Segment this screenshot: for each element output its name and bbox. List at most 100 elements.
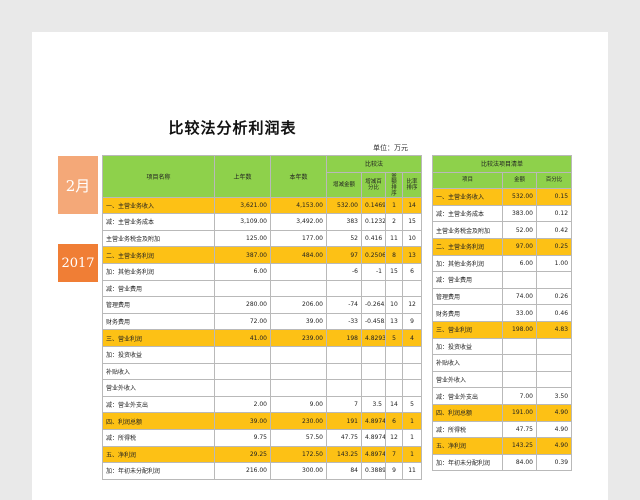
rank-amount-cell[interactable]: 7 <box>385 445 403 464</box>
last-year-cell[interactable] <box>214 345 271 364</box>
last-year-cell[interactable]: 3,621.00 <box>214 196 271 215</box>
rank-ratio-cell[interactable]: 12 <box>401 296 423 314</box>
last-year-cell[interactable] <box>214 379 271 397</box>
item-name-cell[interactable]: 二、主营业务利润 <box>102 246 215 264</box>
item-name-cell[interactable]: 补贴收入 <box>102 362 215 381</box>
side-item-cell[interactable]: 补贴收入 <box>432 354 503 372</box>
diff-cell[interactable]: 143.25 <box>326 445 362 464</box>
rank-amount-cell[interactable] <box>385 279 403 298</box>
pct-cell[interactable]: 0.416 <box>361 229 386 248</box>
item-name-cell[interactable]: 加：年初未分配利润 <box>102 462 215 480</box>
last-year-cell[interactable]: 387.00 <box>214 246 271 264</box>
pct-cell[interactable]: -1 <box>361 262 386 281</box>
side-amount-cell[interactable] <box>502 370 537 389</box>
this-year-cell[interactable]: 57.50 <box>270 428 327 447</box>
side-amount-cell[interactable]: 52.00 <box>502 221 537 239</box>
pct-cell[interactable]: 4.8974 <box>361 428 386 447</box>
rank-amount-cell[interactable]: 11 <box>385 229 403 248</box>
side-item-cell[interactable]: 四、利润总额 <box>432 403 503 422</box>
pct-cell[interactable] <box>361 362 386 381</box>
side-item-cell[interactable]: 加：投资收益 <box>432 337 503 356</box>
this-year-cell[interactable]: 300.00 <box>270 462 327 480</box>
pct-cell[interactable]: 0.1469 <box>361 196 386 215</box>
last-year-cell[interactable]: 9.75 <box>214 428 271 447</box>
side-percent-cell[interactable] <box>535 337 573 356</box>
side-item-cell[interactable]: 三、营业利润 <box>432 320 503 339</box>
rank-amount-cell[interactable]: 9 <box>385 462 403 480</box>
last-year-cell[interactable]: 6.00 <box>214 262 271 281</box>
side-amount-cell[interactable]: 74.00 <box>502 287 537 306</box>
last-year-cell[interactable]: 2.00 <box>214 395 271 414</box>
diff-cell[interactable] <box>326 379 362 397</box>
rank-ratio-cell[interactable]: 10 <box>401 229 423 248</box>
rank-amount-cell[interactable]: 15 <box>385 262 403 281</box>
rank-amount-cell[interactable]: 10 <box>385 296 403 314</box>
side-amount-cell[interactable]: 6.00 <box>502 254 537 273</box>
side-amount-cell[interactable] <box>502 271 537 289</box>
rank-amount-cell[interactable]: 12 <box>385 428 403 447</box>
side-percent-cell[interactable]: 1.00 <box>535 254 573 273</box>
this-year-cell[interactable] <box>270 362 327 381</box>
side-percent-cell[interactable]: 4.90 <box>535 420 573 439</box>
pct-cell[interactable] <box>361 379 386 397</box>
diff-cell[interactable] <box>326 279 362 298</box>
side-amount-cell[interactable]: 33.00 <box>502 304 537 322</box>
diff-cell[interactable]: 97 <box>326 246 362 264</box>
side-amount-cell[interactable]: 532.00 <box>502 188 537 206</box>
rank-amount-cell[interactable] <box>385 345 403 364</box>
diff-cell[interactable]: 191 <box>326 412 362 430</box>
side-item-cell[interactable]: 减：营业外支出 <box>432 387 503 405</box>
side-percent-cell[interactable]: 3.50 <box>535 387 573 405</box>
rank-ratio-cell[interactable]: 5 <box>401 395 423 414</box>
side-item-cell[interactable]: 财务费用 <box>432 304 503 322</box>
diff-cell[interactable]: 383 <box>326 213 362 231</box>
item-name-cell[interactable]: 营业外收入 <box>102 379 215 397</box>
side-item-cell[interactable]: 主营业务税金及附加 <box>432 221 503 239</box>
rank-amount-cell[interactable] <box>385 379 403 397</box>
rank-amount-cell[interactable]: 5 <box>385 329 403 347</box>
side-item-cell[interactable]: 减：所得税 <box>432 420 503 439</box>
last-year-cell[interactable]: 280.00 <box>214 296 271 314</box>
pct-cell[interactable]: 4.8974 <box>361 445 386 464</box>
rank-ratio-cell[interactable]: 11 <box>401 462 423 480</box>
this-year-cell[interactable]: 230.00 <box>270 412 327 430</box>
rank-amount-cell[interactable]: 1 <box>385 196 403 215</box>
diff-cell[interactable] <box>326 345 362 364</box>
this-year-cell[interactable] <box>270 279 327 298</box>
this-year-cell[interactable]: 239.00 <box>270 329 327 347</box>
pct-cell[interactable] <box>361 279 386 298</box>
side-item-cell[interactable]: 减：主营业务成本 <box>432 204 503 223</box>
diff-cell[interactable]: 47.75 <box>326 428 362 447</box>
last-year-cell[interactable]: 125.00 <box>214 229 271 248</box>
side-percent-cell[interactable]: 4.83 <box>535 320 573 339</box>
diff-cell[interactable]: 532.00 <box>326 196 362 215</box>
side-amount-cell[interactable]: 143.25 <box>502 437 537 455</box>
this-year-cell[interactable]: 206.00 <box>270 296 327 314</box>
item-name-cell[interactable]: 四、利润总额 <box>102 412 215 430</box>
side-amount-cell[interactable] <box>502 354 537 372</box>
last-year-cell[interactable] <box>214 362 271 381</box>
rank-ratio-cell[interactable] <box>401 279 423 298</box>
side-percent-cell[interactable] <box>535 354 573 372</box>
item-name-cell[interactable]: 一、主营业务收入 <box>102 196 215 215</box>
diff-cell[interactable]: -6 <box>326 262 362 281</box>
side-item-cell[interactable]: 五、净利润 <box>432 437 503 455</box>
this-year-cell[interactable] <box>270 379 327 397</box>
side-item-cell[interactable]: 管理费用 <box>432 287 503 306</box>
item-name-cell[interactable]: 三、营业利润 <box>102 329 215 347</box>
side-item-cell[interactable]: 加：年初未分配利润 <box>432 453 503 472</box>
item-name-cell[interactable]: 五、净利润 <box>102 445 215 464</box>
pct-cell[interactable]: 4.8293 <box>361 329 386 347</box>
diff-cell[interactable]: 52 <box>326 229 362 248</box>
rank-ratio-cell[interactable]: 14 <box>401 196 423 215</box>
side-percent-cell[interactable]: 0.25 <box>535 237 573 256</box>
rank-ratio-cell[interactable] <box>401 379 423 397</box>
pct-cell[interactable]: -0.4583 <box>361 312 386 331</box>
rank-ratio-cell[interactable]: 1 <box>401 428 423 447</box>
diff-cell[interactable] <box>326 362 362 381</box>
rank-ratio-cell[interactable]: 15 <box>401 213 423 231</box>
side-percent-cell[interactable]: 4.90 <box>535 437 573 455</box>
rank-amount-cell[interactable] <box>385 362 403 381</box>
side-percent-cell[interactable]: 0.15 <box>535 188 573 206</box>
pct-cell[interactable]: -0.2643 <box>361 296 386 314</box>
